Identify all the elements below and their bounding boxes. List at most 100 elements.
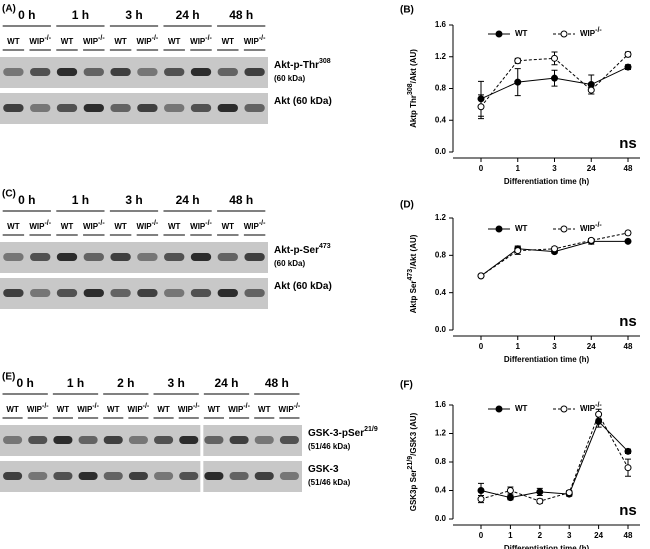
text-part: WT	[222, 222, 235, 231]
series-line	[480, 420, 629, 499]
genotype-label: WIP-/-	[244, 220, 266, 231]
genotype-label: WIP-/-	[137, 220, 159, 231]
superscript: 308	[319, 58, 331, 65]
y-tick-label: 0.8	[435, 84, 447, 93]
band	[83, 253, 104, 261]
band	[164, 289, 185, 297]
panel-label: (A)	[2, 4, 16, 15]
text-part: /GSK3 (AU)	[409, 412, 418, 455]
band	[164, 253, 185, 261]
band-size: (60 kDa)	[274, 74, 305, 83]
data-point	[624, 237, 632, 245]
x-tick-label: 2	[538, 531, 543, 540]
text-part: WT	[7, 37, 20, 46]
legend-label: WT	[515, 29, 528, 38]
legend-label: WIP-/-	[580, 402, 602, 413]
time-label: 1 h	[72, 8, 89, 22]
band	[244, 289, 265, 297]
band	[83, 68, 104, 76]
band	[110, 104, 131, 112]
x-axis-label: Differentiation time (h)	[504, 177, 590, 186]
data-point	[536, 488, 544, 496]
y-tick-label: 0.0	[435, 325, 447, 334]
band	[128, 436, 148, 444]
x-tick-label: 3	[552, 342, 557, 351]
genotype-label: WIP-/-	[83, 220, 105, 231]
genotype-label: WT	[61, 37, 74, 46]
panel-label: (F)	[400, 380, 413, 391]
genotype-label: WT	[114, 222, 127, 231]
x-tick-label: 24	[587, 164, 596, 173]
text-part: Akt (60 kDa)	[274, 96, 332, 107]
y-axis-label: Aktp Ser473/Akt (AU)	[407, 234, 418, 313]
text-part: WT	[157, 405, 170, 414]
band	[103, 436, 123, 444]
time-label: 24 h	[176, 8, 200, 22]
text-part: WT	[515, 224, 528, 233]
time-label: 24 h	[214, 376, 238, 390]
data-point	[595, 410, 603, 418]
text-part: WT	[222, 37, 235, 46]
band	[179, 472, 199, 480]
data-point	[477, 487, 485, 494]
text-part: WIP	[83, 37, 99, 46]
data-point	[624, 464, 632, 472]
x-tick-label: 24	[594, 531, 603, 540]
y-tick-label: 0.4	[435, 486, 447, 495]
genotype-label: WIP-/-	[244, 35, 266, 46]
y-tick-label: 1.2	[435, 429, 447, 438]
genotype-label: WT	[61, 222, 74, 231]
text-part: WIP	[27, 405, 43, 414]
data-point	[514, 57, 522, 65]
data-point	[506, 487, 514, 494]
data-point	[506, 494, 514, 502]
time-label: 1 h	[67, 376, 84, 390]
superscript: -/-	[243, 403, 250, 410]
genotype-label: WT	[6, 405, 19, 414]
legend-marker	[495, 405, 503, 413]
superscript: 21/9	[407, 456, 414, 470]
band	[217, 253, 238, 261]
x-tick-label: 3	[552, 164, 557, 173]
superscript: -/-	[205, 220, 212, 227]
genotype-label: WT	[222, 222, 235, 231]
data-point	[477, 272, 485, 280]
superscript: -/-	[205, 35, 212, 42]
time-label: 3 h	[125, 193, 142, 207]
y-tick-label: 0.8	[435, 250, 447, 259]
genotype-label: WIP-/-	[228, 403, 250, 414]
band	[53, 436, 73, 444]
genotype-label: WIP-/-	[128, 403, 150, 414]
superscript: -/-	[259, 220, 266, 227]
band	[244, 253, 265, 261]
blot-strip	[0, 461, 302, 492]
text-part: WIP	[190, 37, 206, 46]
text-part: WT	[61, 222, 74, 231]
legend-label: WIP-/-	[580, 222, 602, 233]
data-point	[624, 63, 632, 71]
legend-label: WIP-/-	[580, 27, 602, 38]
legend-marker	[560, 405, 568, 413]
data-point	[514, 78, 522, 86]
band	[190, 253, 212, 261]
band	[110, 68, 131, 76]
text-part: GSK3p Ser	[409, 469, 418, 511]
band	[204, 472, 224, 480]
superscript: -/-	[152, 220, 159, 227]
data-point	[477, 103, 485, 111]
data-point	[477, 495, 485, 503]
superscript: -/-	[259, 35, 266, 42]
band	[3, 436, 23, 444]
text-part: WIP	[580, 404, 596, 413]
band	[3, 253, 24, 261]
superscript: -/-	[98, 35, 105, 42]
text-part: WT	[168, 37, 181, 46]
data-point	[624, 229, 632, 237]
band	[164, 68, 185, 76]
band	[30, 104, 51, 112]
x-tick-label: 48	[624, 164, 633, 173]
band	[229, 472, 249, 480]
genotype-label: WT	[157, 405, 170, 414]
superscript: -/-	[44, 220, 51, 227]
band-label: Akt (60 kDa)	[274, 281, 332, 292]
